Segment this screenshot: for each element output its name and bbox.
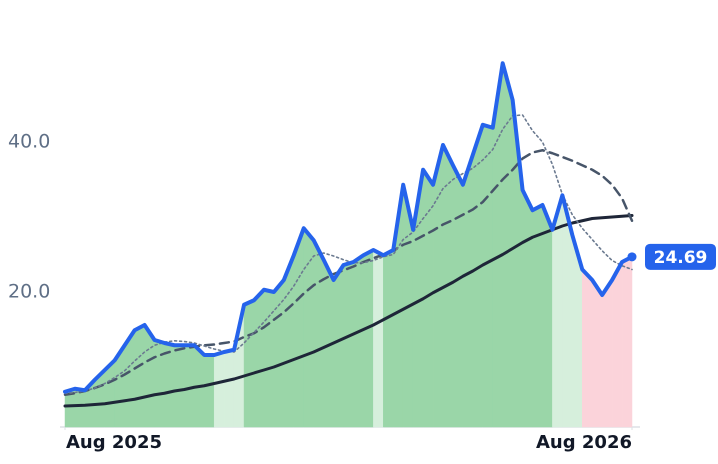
- area-segment: [293, 228, 304, 428]
- area-segment: [74, 388, 86, 428]
- area-segment: [542, 204, 553, 428]
- last-value-label: 24.69: [654, 248, 708, 268]
- area-segment: [263, 289, 275, 428]
- area-segment: [591, 279, 603, 428]
- area-segment: [253, 289, 265, 428]
- area-segment: [353, 254, 364, 428]
- line-price: [63, 61, 634, 394]
- area-segment: [482, 124, 493, 428]
- area-segment: [532, 204, 543, 428]
- area-segment: [601, 279, 613, 428]
- area-segment: [363, 249, 374, 428]
- x-tick-label: Aug 2025: [66, 432, 162, 453]
- area-segment: [462, 154, 474, 428]
- area-segment: [333, 264, 344, 428]
- area-segment: [373, 249, 384, 428]
- area-segment: [213, 351, 225, 428]
- area-segment: [582, 268, 593, 428]
- area-segment: [522, 189, 533, 428]
- area-segment: [432, 144, 444, 428]
- area-segment: [164, 342, 175, 428]
- area-segment: [621, 256, 633, 428]
- line-solid: [63, 214, 634, 408]
- area-segment: [174, 345, 185, 428]
- area-segment: [472, 124, 484, 428]
- last-point: [627, 252, 637, 262]
- line-dotted: [64, 114, 633, 395]
- area-segment: [303, 227, 314, 428]
- area-segment: [383, 249, 394, 428]
- area-segment: [223, 349, 235, 428]
- x-tick-label: Aug 2026: [536, 432, 632, 453]
- area-segment: [343, 261, 354, 428]
- area-segment: [452, 165, 464, 428]
- area-segment: [611, 261, 623, 428]
- area-segment: [134, 324, 145, 428]
- area-segment: [313, 240, 324, 428]
- y-tick-label: 40.0: [8, 131, 50, 153]
- line-dashed: [63, 149, 634, 396]
- area-segment: [243, 299, 255, 428]
- y-tick-label: 20.0: [8, 281, 50, 303]
- last-value-badge: [645, 243, 716, 270]
- area-segment: [204, 354, 215, 428]
